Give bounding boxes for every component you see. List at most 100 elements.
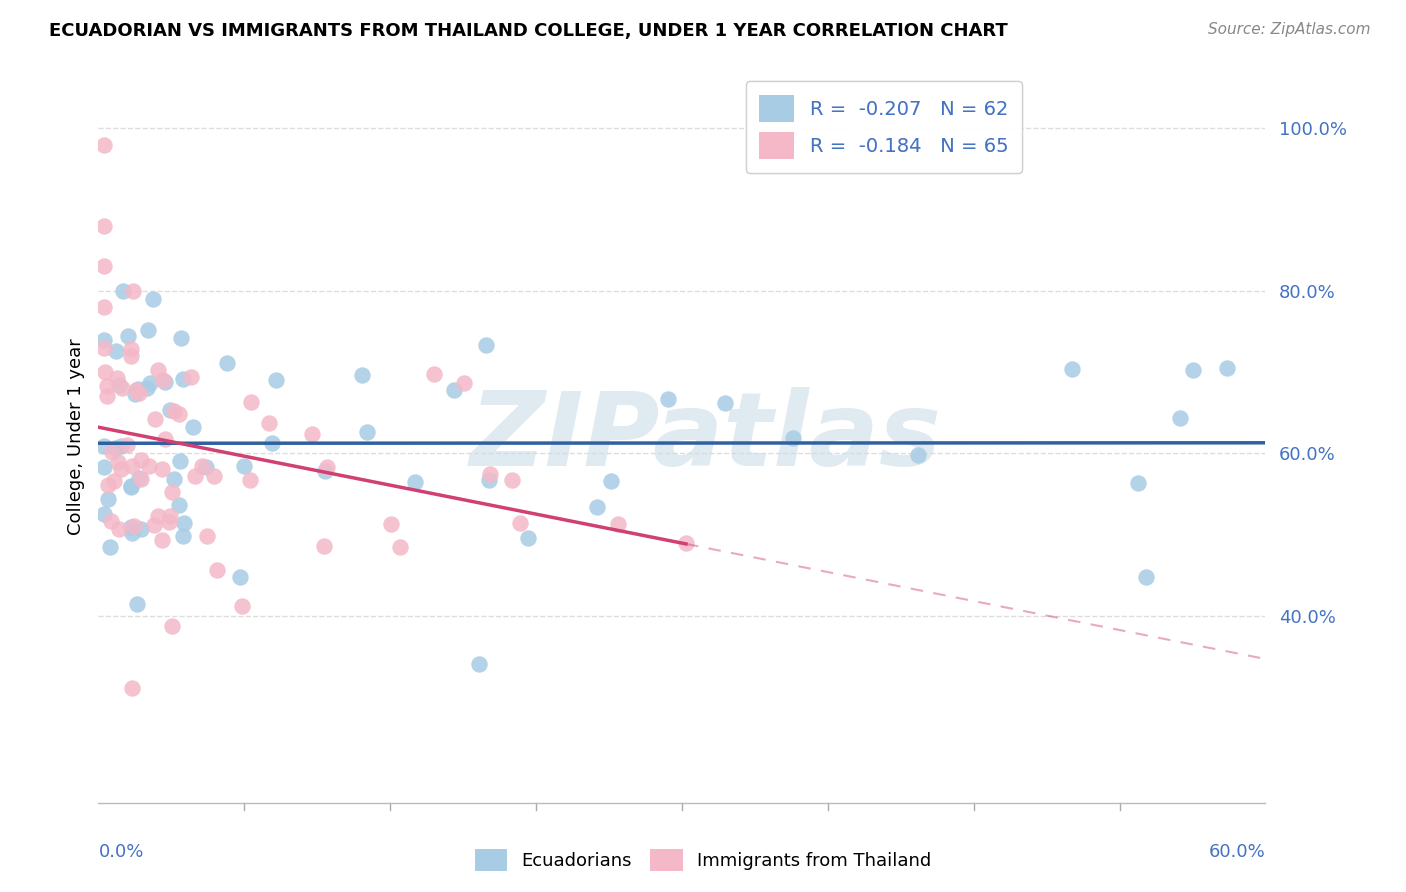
Text: Source: ZipAtlas.com: Source: ZipAtlas.com (1208, 22, 1371, 37)
Point (163, 404, 186, 418)
Point (479, 467, 502, 482)
Point (107, 378, 129, 392)
Point (136, 323, 159, 337)
Point (122, 284, 145, 298)
Point (153, 375, 176, 389)
Point (121, 526, 143, 541)
Point (124, 386, 146, 401)
Point (93, 333, 115, 347)
Point (600, 474, 623, 488)
Point (150, 462, 173, 476)
Point (231, 599, 253, 614)
Point (257, 416, 280, 430)
Point (585, 500, 607, 515)
Point (167, 407, 190, 421)
Point (98, 541, 121, 555)
Point (107, 455, 129, 469)
Point (129, 522, 152, 536)
Point (405, 475, 427, 489)
Point (93, 260, 115, 274)
Point (180, 369, 202, 384)
Point (128, 385, 150, 400)
Point (129, 453, 152, 467)
Point (120, 349, 142, 363)
Point (157, 515, 180, 529)
Point (516, 531, 538, 545)
Point (423, 367, 446, 381)
Point (110, 439, 132, 453)
Point (160, 618, 183, 632)
Point (111, 381, 134, 395)
Point (202, 469, 225, 483)
Point (1215, 361, 1237, 376)
Point (93, 439, 115, 453)
Point (120, 520, 142, 534)
Point (159, 508, 181, 523)
Point (478, 473, 501, 487)
Text: 60.0%: 60.0% (1209, 843, 1265, 861)
Point (467, 657, 489, 671)
Point (782, 431, 804, 445)
Point (453, 376, 475, 390)
Point (167, 499, 190, 513)
Point (105, 371, 128, 385)
Point (1135, 570, 1157, 584)
Point (475, 338, 498, 352)
Point (150, 533, 173, 547)
Point (159, 403, 181, 417)
Point (121, 458, 143, 473)
Point (509, 516, 531, 530)
Point (172, 372, 194, 386)
Point (190, 458, 212, 473)
Point (127, 598, 149, 612)
Point (143, 518, 166, 533)
Point (139, 376, 162, 390)
Point (93, 219, 115, 233)
Point (108, 522, 131, 536)
Point (110, 461, 132, 475)
Point (97, 492, 120, 507)
Point (104, 343, 127, 358)
Point (229, 570, 252, 584)
Point (1170, 411, 1192, 425)
Point (169, 453, 191, 467)
Point (657, 392, 679, 407)
Point (1126, 475, 1149, 490)
Point (162, 485, 184, 500)
Point (125, 383, 148, 397)
Point (907, 448, 929, 462)
Point (128, 471, 150, 485)
Point (205, 563, 228, 577)
Text: 0.0%: 0.0% (98, 843, 143, 861)
Legend: R =  -0.207   N = 62, R =  -0.184   N = 65: R = -0.207 N = 62, R = -0.184 N = 65 (745, 81, 1022, 173)
Point (122, 519, 145, 533)
Point (94, 365, 117, 379)
Point (103, 474, 125, 488)
Point (194, 459, 217, 474)
Point (356, 425, 378, 439)
Point (96, 389, 118, 403)
Point (606, 517, 628, 532)
Point (148, 363, 170, 377)
Point (138, 458, 160, 473)
Point (380, 516, 402, 531)
Point (215, 356, 238, 370)
Y-axis label: College, Under 1 year: College, Under 1 year (66, 339, 84, 535)
Point (443, 383, 465, 397)
Point (388, 540, 411, 554)
Text: ZIPatlas: ZIPatlas (470, 386, 941, 488)
Point (104, 441, 127, 455)
Point (131, 472, 153, 486)
Point (93, 507, 115, 521)
Point (117, 438, 139, 452)
Point (195, 528, 218, 542)
Point (152, 373, 174, 387)
Point (714, 396, 737, 410)
Point (135, 381, 157, 395)
Text: ECUADORIAN VS IMMIGRANTS FROM THAILAND COLLEGE, UNDER 1 YEAR CORRELATION CHART: ECUADORIAN VS IMMIGRANTS FROM THAILAND C… (49, 22, 1008, 40)
Point (111, 284, 134, 298)
Point (352, 368, 374, 383)
Point (148, 508, 170, 523)
Point (239, 473, 262, 487)
Point (301, 427, 323, 442)
